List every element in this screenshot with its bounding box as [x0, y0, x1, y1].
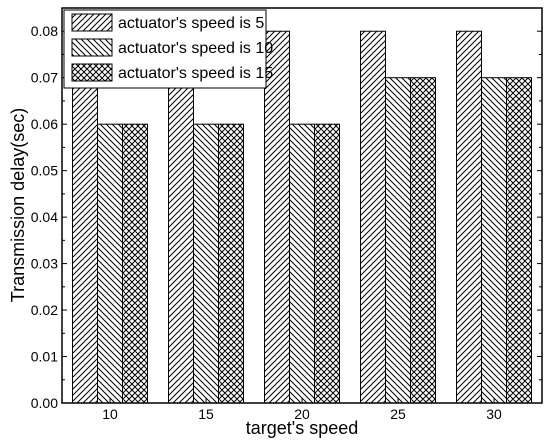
legend-swatch-series-1: [71, 13, 113, 32]
bar-series-3-cat-25: [410, 77, 436, 404]
bar-series-1-cat-25: [360, 30, 386, 404]
x-axis-title: target's speed: [246, 418, 359, 438]
y-tick-label: 0.05: [31, 163, 58, 179]
bar-series-1-cat-10: [72, 30, 98, 404]
y-tick-label: 0.06: [31, 116, 58, 132]
bar-series-1-cat-30: [456, 30, 482, 404]
bar-series-3-cat-15: [218, 123, 244, 404]
bar-series-3-cat-20: [314, 123, 340, 404]
x-tick-label: 20: [294, 406, 310, 422]
y-tick-label: 0.07: [31, 70, 58, 86]
bar-series-2-cat-20: [289, 123, 315, 404]
y-axis-title: Transmission delay(sec): [8, 108, 28, 302]
x-tick-label: 15: [198, 406, 214, 422]
legend: actuator's speed is 5 actuator's speed i…: [63, 9, 273, 89]
y-tick-label: 0.04: [31, 209, 58, 225]
legend-swatch-series-3: [71, 63, 113, 82]
y-tick-label: 0.03: [31, 256, 58, 272]
bar-series-2-cat-30: [481, 77, 507, 404]
y-tick-label: 0.08: [31, 23, 58, 39]
bar-series-1-cat-20: [264, 30, 290, 404]
legend-label-series-1: actuator's speed is 5: [118, 15, 264, 32]
x-tick-label: 25: [390, 406, 406, 422]
legend-label-series-2: actuator's speed is 10: [118, 40, 273, 57]
bar-series-2-cat-15: [193, 123, 219, 404]
y-tick-label: 0.02: [31, 302, 58, 318]
bar-series-2-cat-10: [97, 123, 123, 404]
legend-swatch-series-2: [71, 38, 113, 57]
bar-series-3-cat-10: [122, 123, 148, 404]
x-tick-label: 10: [102, 406, 118, 422]
y-axis: 0.00 0.01 0.02 0.03 0.04 0.05 0.06 0.07 0.08: [31, 23, 542, 411]
y-tick-label: 0.00: [31, 395, 58, 411]
x-tick-label: 30: [486, 406, 502, 422]
bar-series-3-cat-30: [506, 77, 532, 404]
bars-group: [72, 30, 532, 404]
bar-series-2-cat-25: [385, 77, 411, 404]
x-axis: 10 15 20 25 30: [102, 398, 502, 422]
legend-label-series-3: actuator's speed is 15: [118, 65, 273, 82]
y-tick-label: 0.01: [31, 349, 58, 365]
